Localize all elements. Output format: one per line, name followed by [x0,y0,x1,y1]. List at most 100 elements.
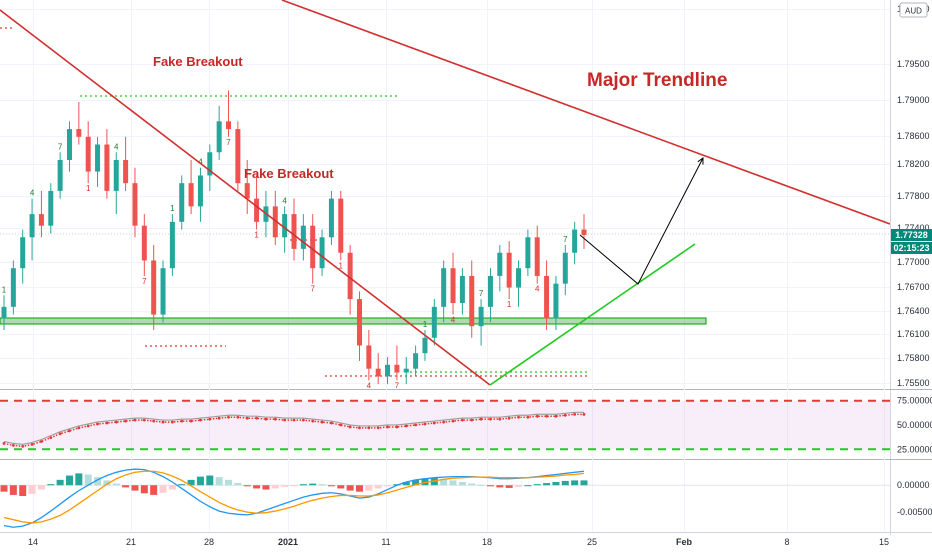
rsi-point [358,426,361,430]
candle-body[interactable] [207,152,213,176]
macd-histogram-bar [206,475,214,486]
candle-body[interactable] [422,337,428,354]
macd-pane [0,468,890,528]
candle-body[interactable] [160,268,166,315]
time-tick-label: 28 [204,537,214,547]
candle-body[interactable] [85,136,91,172]
candle-body[interactable] [469,275,475,327]
candle-body[interactable] [29,214,35,238]
candle-body[interactable] [179,183,185,222]
candle-body[interactable] [169,221,175,269]
candle-body[interactable] [319,237,325,269]
candle-body[interactable] [48,190,54,226]
rsi-point [180,419,184,423]
candle-body[interactable] [235,129,241,184]
candle-body[interactable] [66,129,72,160]
candle-body[interactable] [441,268,447,307]
candle-body[interactable] [272,206,278,238]
rsi-point [96,422,99,426]
projection-arrow[interactable] [579,158,703,285]
candle-body[interactable] [151,260,157,315]
macd-histogram-bar [168,485,176,490]
macd-histogram-bar [346,485,354,491]
candle-body[interactable] [282,214,288,238]
candle-body[interactable] [497,252,503,276]
candle-body[interactable] [394,364,400,373]
candle-body[interactable] [76,129,82,137]
candle-body[interactable] [478,306,484,327]
candle-body[interactable] [403,368,409,373]
candle-body[interactable] [113,159,119,191]
candle-body[interactable] [506,252,512,288]
candle-body[interactable] [197,175,203,207]
candle-body[interactable] [57,159,63,191]
candle-body[interactable] [385,364,391,377]
major-trendline[interactable] [281,0,890,225]
candle-body[interactable] [254,198,260,222]
rsi-point [414,423,418,427]
candle-body[interactable] [310,225,316,269]
candle-body[interactable] [300,225,306,249]
macd-histogram-bar [524,485,532,487]
rsi-point [133,418,137,422]
candle-body[interactable] [244,183,250,199]
falling-trendline[interactable] [0,9,491,386]
candle-body[interactable] [487,275,493,307]
rsi-point [283,418,287,422]
candle-body[interactable] [216,121,222,153]
time-tick-label: Feb [676,537,693,547]
candle-body[interactable] [366,345,372,369]
candle-body[interactable] [123,159,129,184]
candle-body[interactable] [132,183,138,226]
candle-body[interactable] [356,299,362,346]
rising-support-trendline[interactable] [489,243,696,386]
support-zone[interactable] [0,317,707,325]
macd-histogram-bar [37,485,45,490]
candle-body[interactable] [553,283,559,319]
macd-histogram-bar [384,485,392,487]
candle-body[interactable] [525,237,531,269]
candle-body[interactable] [10,268,16,307]
candle-body[interactable] [562,252,568,284]
rsi-point [432,421,436,425]
candle-body[interactable] [459,275,465,303]
candle-body[interactable] [413,353,419,369]
macd-signal-line[interactable] [3,470,585,524]
candle-body[interactable] [104,144,110,191]
macd-histogram-bar [262,485,270,490]
candle-body[interactable] [141,225,147,261]
candle-body[interactable] [534,237,540,276]
candle-body[interactable] [581,229,587,235]
candle-body[interactable] [328,198,334,238]
macd-histogram-bar [580,480,588,486]
candle-body[interactable] [1,306,7,319]
candle-body[interactable] [450,268,456,303]
candle-body[interactable] [431,306,437,338]
price-tick-label: 1.76400 [897,306,930,316]
macd-histogram-bar [449,480,457,486]
candle-body[interactable] [291,214,297,249]
macd-histogram-bar [505,485,513,488]
sequence-marker: 7 [226,138,231,147]
candle-body[interactable] [347,252,353,300]
candle-body[interactable] [516,268,522,288]
candle-body[interactable] [95,144,101,172]
rsi-shadow-line [3,411,584,445]
candles-layer: 1 4 7 1 4 7 1 4 7 1 4 7 1 4 7 1 4 7 1 4 7 [1,90,587,388]
candle-body[interactable] [20,237,26,269]
macd-histogram-bar [196,476,204,486]
macd-histogram-bar [28,485,36,494]
candle-body[interactable] [572,229,578,253]
price-tick-label: 1.79500 [897,59,930,69]
candle-body[interactable] [38,214,44,226]
candle-body[interactable] [544,275,550,319]
candle-body[interactable] [338,198,344,253]
candle-body[interactable] [188,183,194,207]
sequence-marker: 4 [535,285,540,294]
macd-histogram-bar [94,477,102,486]
candle-body[interactable] [226,121,232,130]
currency-badge[interactable] [899,2,928,18]
macd-histogram-bar [271,485,279,489]
candle-body[interactable] [375,368,381,377]
